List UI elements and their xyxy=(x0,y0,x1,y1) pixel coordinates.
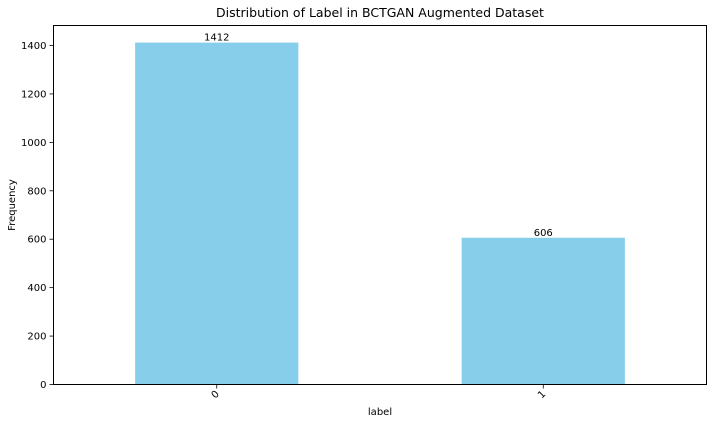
y-tick-label: 600 xyxy=(27,235,46,246)
x-tick-label-0: 0 xyxy=(210,389,222,401)
chart-title: Distribution of Label in BCTGAN Augmente… xyxy=(216,5,544,20)
x-tick-label-1: 1 xyxy=(536,389,548,401)
data-label-1: 606 xyxy=(534,228,553,239)
y-tick-label: 400 xyxy=(27,283,46,294)
bar-0 xyxy=(135,42,299,385)
y-axis-ticks: 0 200 400 600 800 1000 1200 1400 xyxy=(21,41,54,391)
y-tick-label: 1400 xyxy=(21,41,46,52)
bar-1 xyxy=(461,237,625,385)
data-label-0: 1412 xyxy=(204,33,229,44)
y-axis-label: Frequency xyxy=(7,179,18,231)
y-tick-label: 0 xyxy=(40,380,46,391)
y-tick-label: 200 xyxy=(27,332,46,343)
x-axis-label: label xyxy=(368,407,392,418)
y-tick-label: 1000 xyxy=(21,138,46,149)
y-tick-label: 1200 xyxy=(21,89,46,100)
bars-group: 1412 606 xyxy=(135,33,625,385)
plot-frame xyxy=(53,25,707,385)
y-tick-label: 800 xyxy=(27,186,46,197)
